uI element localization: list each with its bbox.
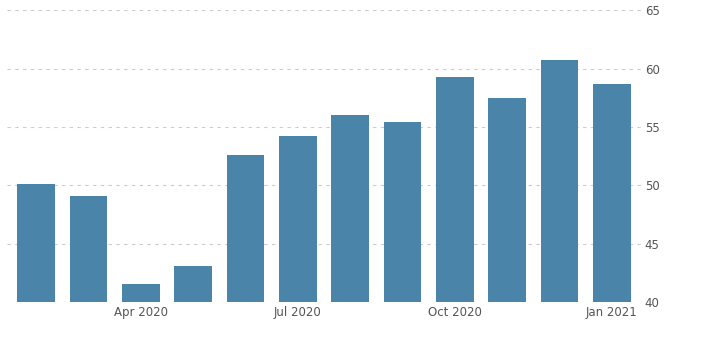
Bar	[541, 60, 578, 302]
Bar	[122, 284, 159, 302]
Bar	[384, 122, 422, 302]
Bar	[17, 184, 55, 302]
Bar	[279, 136, 317, 302]
Bar	[174, 266, 212, 302]
Bar	[226, 155, 264, 302]
Bar	[593, 84, 630, 302]
Bar	[331, 115, 369, 302]
Bar	[70, 196, 107, 302]
Bar	[488, 98, 526, 302]
Bar	[436, 77, 474, 302]
